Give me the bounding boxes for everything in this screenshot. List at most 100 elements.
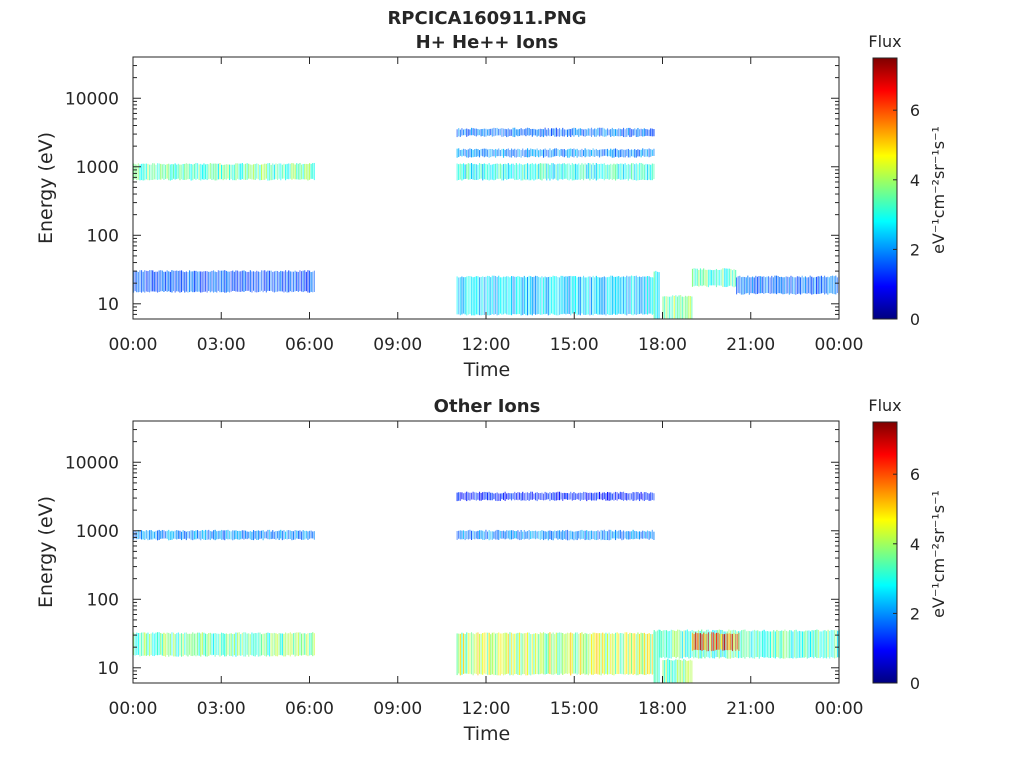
flux-column: [550, 128, 553, 137]
flux-column: [555, 148, 557, 157]
flux-column: [640, 632, 642, 675]
flux-column: [526, 276, 529, 316]
flux-column: [760, 276, 762, 294]
flux-column: [605, 531, 607, 541]
flux-column: [832, 275, 834, 294]
flux-column: [565, 129, 567, 136]
flux-column: [557, 277, 559, 316]
flux-column: [504, 531, 506, 540]
flux-column: [525, 277, 527, 316]
flux-column: [506, 129, 508, 138]
flux-column: [285, 270, 287, 292]
flux-column: [493, 127, 495, 137]
flux-column: [630, 129, 633, 137]
flux-column: [650, 164, 652, 181]
flux-column: [584, 492, 586, 500]
flux-column: [224, 164, 226, 180]
flux-column: [507, 492, 509, 500]
flux-column: [619, 491, 621, 500]
flux-column: [478, 150, 481, 158]
flux-column: [825, 277, 827, 294]
flux-column: [462, 277, 465, 314]
flux-column: [307, 270, 309, 293]
flux-column: [581, 632, 583, 675]
flux-column: [474, 163, 476, 181]
flux-column: [297, 632, 299, 657]
flux-column: [515, 129, 517, 136]
flux-column: [779, 276, 781, 294]
flux-column: [566, 149, 569, 158]
flux-column: [281, 530, 283, 541]
flux-column: [579, 164, 581, 180]
flux-column: [563, 634, 565, 674]
flux-column: [235, 270, 237, 292]
flux-column: [562, 493, 564, 501]
flux-column: [584, 632, 586, 675]
flux-column: [267, 632, 269, 656]
flux-column: [635, 491, 637, 501]
flux-column: [784, 277, 786, 295]
flux-column: [645, 492, 647, 500]
flux-column: [478, 530, 481, 540]
flux-column: [552, 128, 554, 136]
flux-column: [571, 276, 573, 314]
flux-column: [668, 659, 670, 683]
flux-column: [514, 127, 516, 138]
flux-column: [206, 634, 208, 657]
flux-column: [643, 492, 645, 502]
flux-column: [616, 129, 618, 137]
flux-column: [152, 270, 154, 292]
flux-column: [571, 163, 573, 181]
flux-column: [248, 633, 250, 657]
flux-column: [686, 629, 688, 657]
flux-column: [464, 277, 466, 315]
flux-column: [640, 149, 642, 158]
flux-column: [498, 529, 500, 540]
flux-column: [474, 531, 476, 540]
flux-column: [534, 149, 537, 158]
flux-column: [634, 128, 636, 136]
flux-column: [273, 164, 275, 180]
flux-column: [801, 631, 804, 658]
flux-column: [190, 164, 192, 181]
flux-column: [725, 633, 727, 651]
flux-column: [525, 531, 527, 539]
flux-column: [466, 491, 468, 502]
flux-column: [610, 148, 612, 157]
flux-column: [560, 492, 562, 500]
flux-column: [531, 277, 533, 316]
flux-column: [480, 530, 482, 539]
flux-column: [664, 296, 666, 319]
flux-column: [557, 632, 559, 676]
flux-region-8: [691, 632, 740, 652]
flux-column: [486, 129, 489, 136]
flux-column: [568, 530, 570, 541]
flux-column: [494, 493, 497, 501]
flux-column: [165, 164, 167, 179]
flux-column: [517, 530, 519, 540]
flux-column: [622, 127, 625, 138]
flux-column: [632, 129, 634, 136]
flux-column: [558, 277, 561, 315]
flux-column: [461, 149, 463, 157]
flux-column: [137, 633, 139, 655]
flux-column: [728, 268, 730, 286]
flux-column: [616, 149, 618, 157]
flux-column: [530, 163, 532, 181]
flux-column: [477, 276, 479, 315]
flux-column: [541, 128, 543, 137]
flux-column: [816, 629, 818, 659]
flux-column: [313, 531, 315, 540]
flux-column: [464, 128, 466, 136]
flux-column: [614, 632, 617, 675]
flux-column: [552, 531, 554, 541]
flux-column: [616, 163, 618, 180]
flux-column: [273, 632, 275, 656]
flux-column: [533, 276, 535, 314]
flux-column: [510, 148, 513, 158]
flux-column: [800, 277, 802, 295]
flux-column: [579, 128, 581, 136]
flux-column: [467, 632, 469, 674]
flux-column: [147, 530, 149, 541]
flux-column: [594, 128, 596, 137]
